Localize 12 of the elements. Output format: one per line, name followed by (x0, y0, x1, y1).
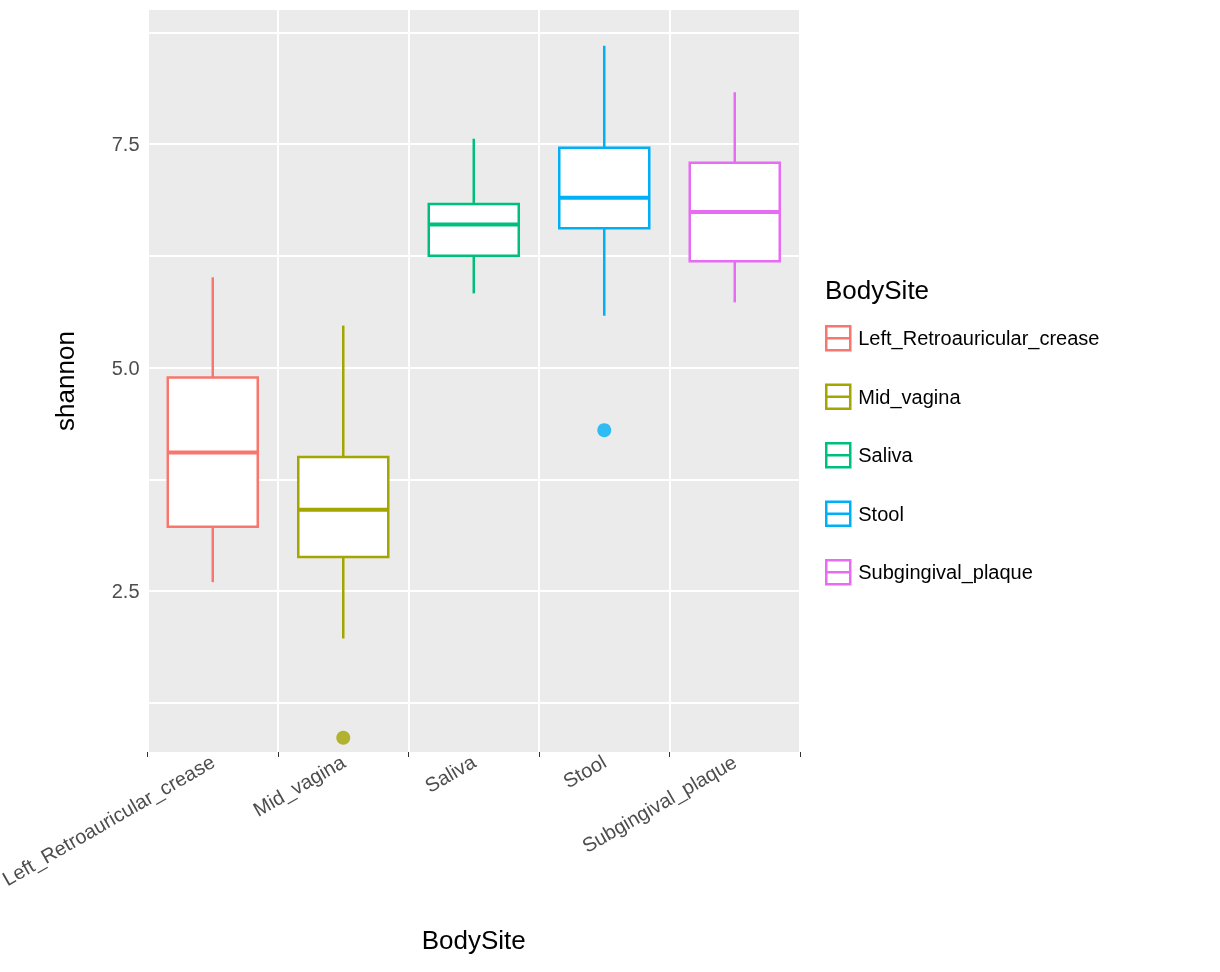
legend-title: BodySite (825, 275, 930, 305)
y-tick-label: 5.0 (111, 356, 140, 379)
legend-label: Left_Retroauricular_crease (858, 327, 1100, 351)
legend-label: Saliva (858, 444, 914, 467)
legend-label: Mid_vagina (858, 385, 962, 409)
y-tick-label: 2.5 (111, 580, 140, 603)
x-axis-title: BodySite (421, 925, 526, 955)
legend-label: Subgingival_plaque (858, 561, 1033, 585)
legend-label: Stool (858, 502, 904, 525)
x-tick-label: Saliva (421, 750, 481, 797)
y-tick-label: 7.5 (111, 133, 140, 156)
y-axis-title: shannon (49, 331, 80, 431)
